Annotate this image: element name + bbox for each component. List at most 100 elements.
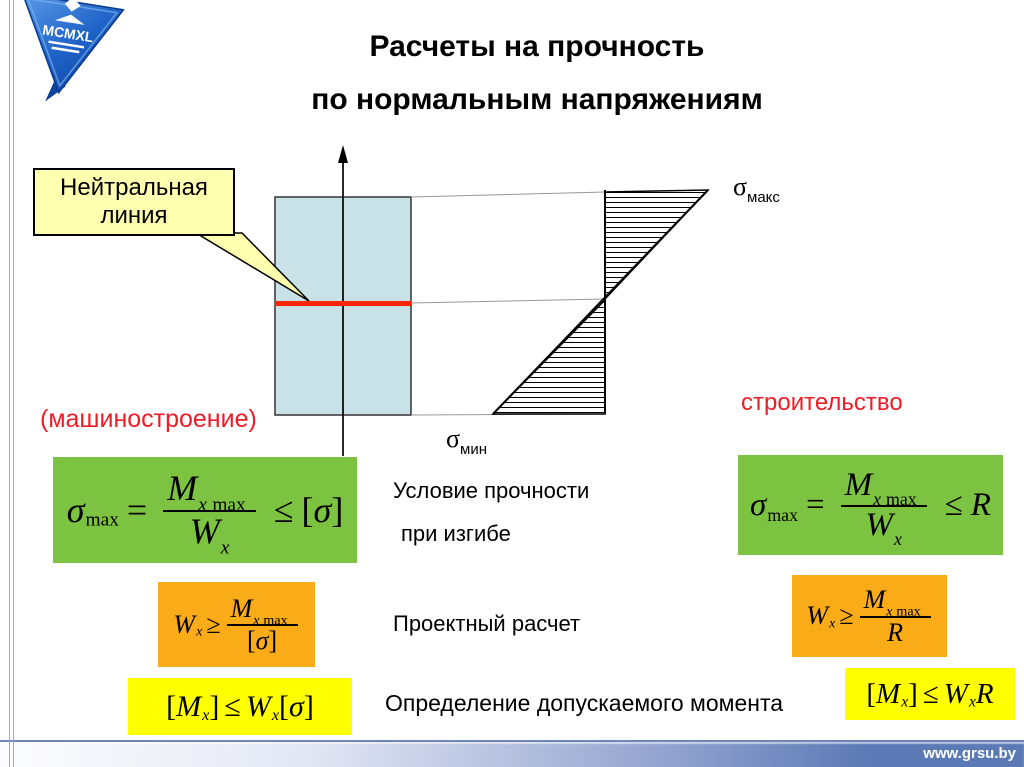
resistance-var: R [887, 617, 904, 647]
allowable-sigma: σ [255, 626, 269, 655]
denominator: [σ] [247, 626, 277, 654]
bracket-close: ] [268, 626, 278, 655]
fraction: Mx max Wx [163, 467, 256, 559]
sub-x: x [829, 615, 836, 632]
sub-x: x [220, 537, 230, 559]
sub-max: max [212, 494, 246, 516]
sub-x: x [271, 705, 280, 724]
bracket-open2: [ [279, 689, 290, 723]
machine-engineering-label: (машиностроение) [40, 405, 257, 433]
fraction: Mx max Wx [840, 466, 927, 548]
modulus-var: W [245, 689, 271, 723]
logo-line-1 [48, 40, 85, 49]
sigma-var: σ [66, 490, 85, 530]
logo-line-2 [51, 46, 80, 54]
moment-var: M [876, 677, 901, 710]
fraction: Mx max [σ] [226, 593, 298, 655]
formula-strength-machine: σ max = Mx max Wx ≤ [σ] [53, 457, 357, 563]
logo-acronym: MCMXL [41, 21, 95, 45]
numerator-sub: x max [873, 488, 917, 509]
sigma-max-label: σмакс [733, 172, 780, 206]
geq-sign: ≥ [839, 601, 854, 630]
bracket-open: [ [166, 689, 177, 723]
bracket-open: [ [866, 677, 877, 710]
bracket-close: ] [331, 490, 344, 530]
numerator-sub: x max [253, 613, 287, 628]
sub-x: x [893, 528, 902, 549]
numerator: Mx max [859, 585, 931, 620]
sub-max: max [896, 603, 921, 620]
connector-top-line [410, 191, 606, 198]
sub-x: x [253, 612, 260, 629]
moment-var: M [863, 585, 886, 615]
sub-x: x [873, 488, 882, 509]
sigma-min-symbol: σ [446, 424, 461, 453]
geq-sign: ≥ [206, 609, 221, 639]
bracket-close: ] [209, 689, 220, 723]
sub-x: x [198, 494, 207, 516]
bracket-close2: ] [303, 689, 314, 723]
leq-sign: ≤ [922, 677, 939, 710]
connector-neutral-line [410, 298, 606, 304]
sub-max: max [263, 612, 288, 629]
axis-arrowhead-icon [338, 145, 348, 163]
moment-var: M [167, 467, 198, 508]
university-logo: MCMXL [21, 0, 125, 102]
strength-condition-caption-line1: Условие прочности [393, 478, 590, 503]
modulus-var: W [943, 677, 968, 710]
bracket-close: ] [908, 677, 918, 710]
footer-url: www.grsu.by [923, 745, 1016, 762]
moment-var: M [844, 466, 873, 503]
numerator-sub: x max [886, 605, 920, 620]
numerator: Mx max [840, 466, 927, 509]
sub-max: max [886, 488, 917, 509]
left-border-line-outer [9, 0, 10, 767]
footer-bar: www.grsu.by [0, 740, 1024, 767]
moment-var: M [230, 593, 253, 623]
denominator: R [887, 618, 903, 646]
allowable-sigma: σ [313, 490, 332, 530]
bracket-open: [ [301, 490, 314, 530]
stress-distribution-line [492, 189, 709, 415]
equals-sign: = [805, 486, 825, 523]
sigma-min-sub: мин [460, 441, 487, 458]
sub-x: x [968, 693, 976, 711]
numerator-sub: x max [198, 495, 246, 515]
fraction: Mx max R [859, 585, 931, 646]
leq-sign: ≤ [273, 490, 294, 530]
denominator: Wx [865, 507, 901, 547]
resistance-var: R [975, 677, 994, 710]
sigma-sub: max [767, 504, 798, 525]
design-calculation-caption: Проектный расчет [393, 611, 581, 636]
page-title-line2: по нормальным напряжениям [311, 83, 763, 116]
callout-text-line2: линия [100, 202, 168, 229]
construction-label: строительство [741, 389, 903, 416]
strength-condition-caption-line2: при изгибе [401, 521, 511, 546]
equals-sign: = [126, 490, 148, 530]
numerator: Mx max [226, 593, 298, 628]
callout-text-line1: Нейтральная [60, 174, 208, 202]
moment-var: M [176, 689, 202, 723]
resistance-var: R [970, 486, 991, 523]
sub-x: x [196, 623, 203, 640]
allowable-moment-caption: Определение допускаемого момента [385, 690, 784, 716]
modulus-var: W [173, 609, 196, 639]
sub-x: x [886, 603, 893, 620]
denominator: Wx [189, 510, 230, 559]
allowable-sigma: σ [289, 689, 304, 723]
sub-x: x [202, 705, 210, 724]
numerator: Mx max [163, 467, 256, 515]
modulus-var: W [189, 510, 220, 551]
logo-triangle: MCMXL [21, 0, 125, 102]
neutral-line-callout: Нейтральная линия [33, 168, 235, 236]
logo-top-diamond-icon [64, 0, 81, 12]
modulus-var: W [806, 601, 829, 630]
bracket-open: [ [247, 626, 256, 655]
sigma-sub: max [85, 509, 119, 531]
